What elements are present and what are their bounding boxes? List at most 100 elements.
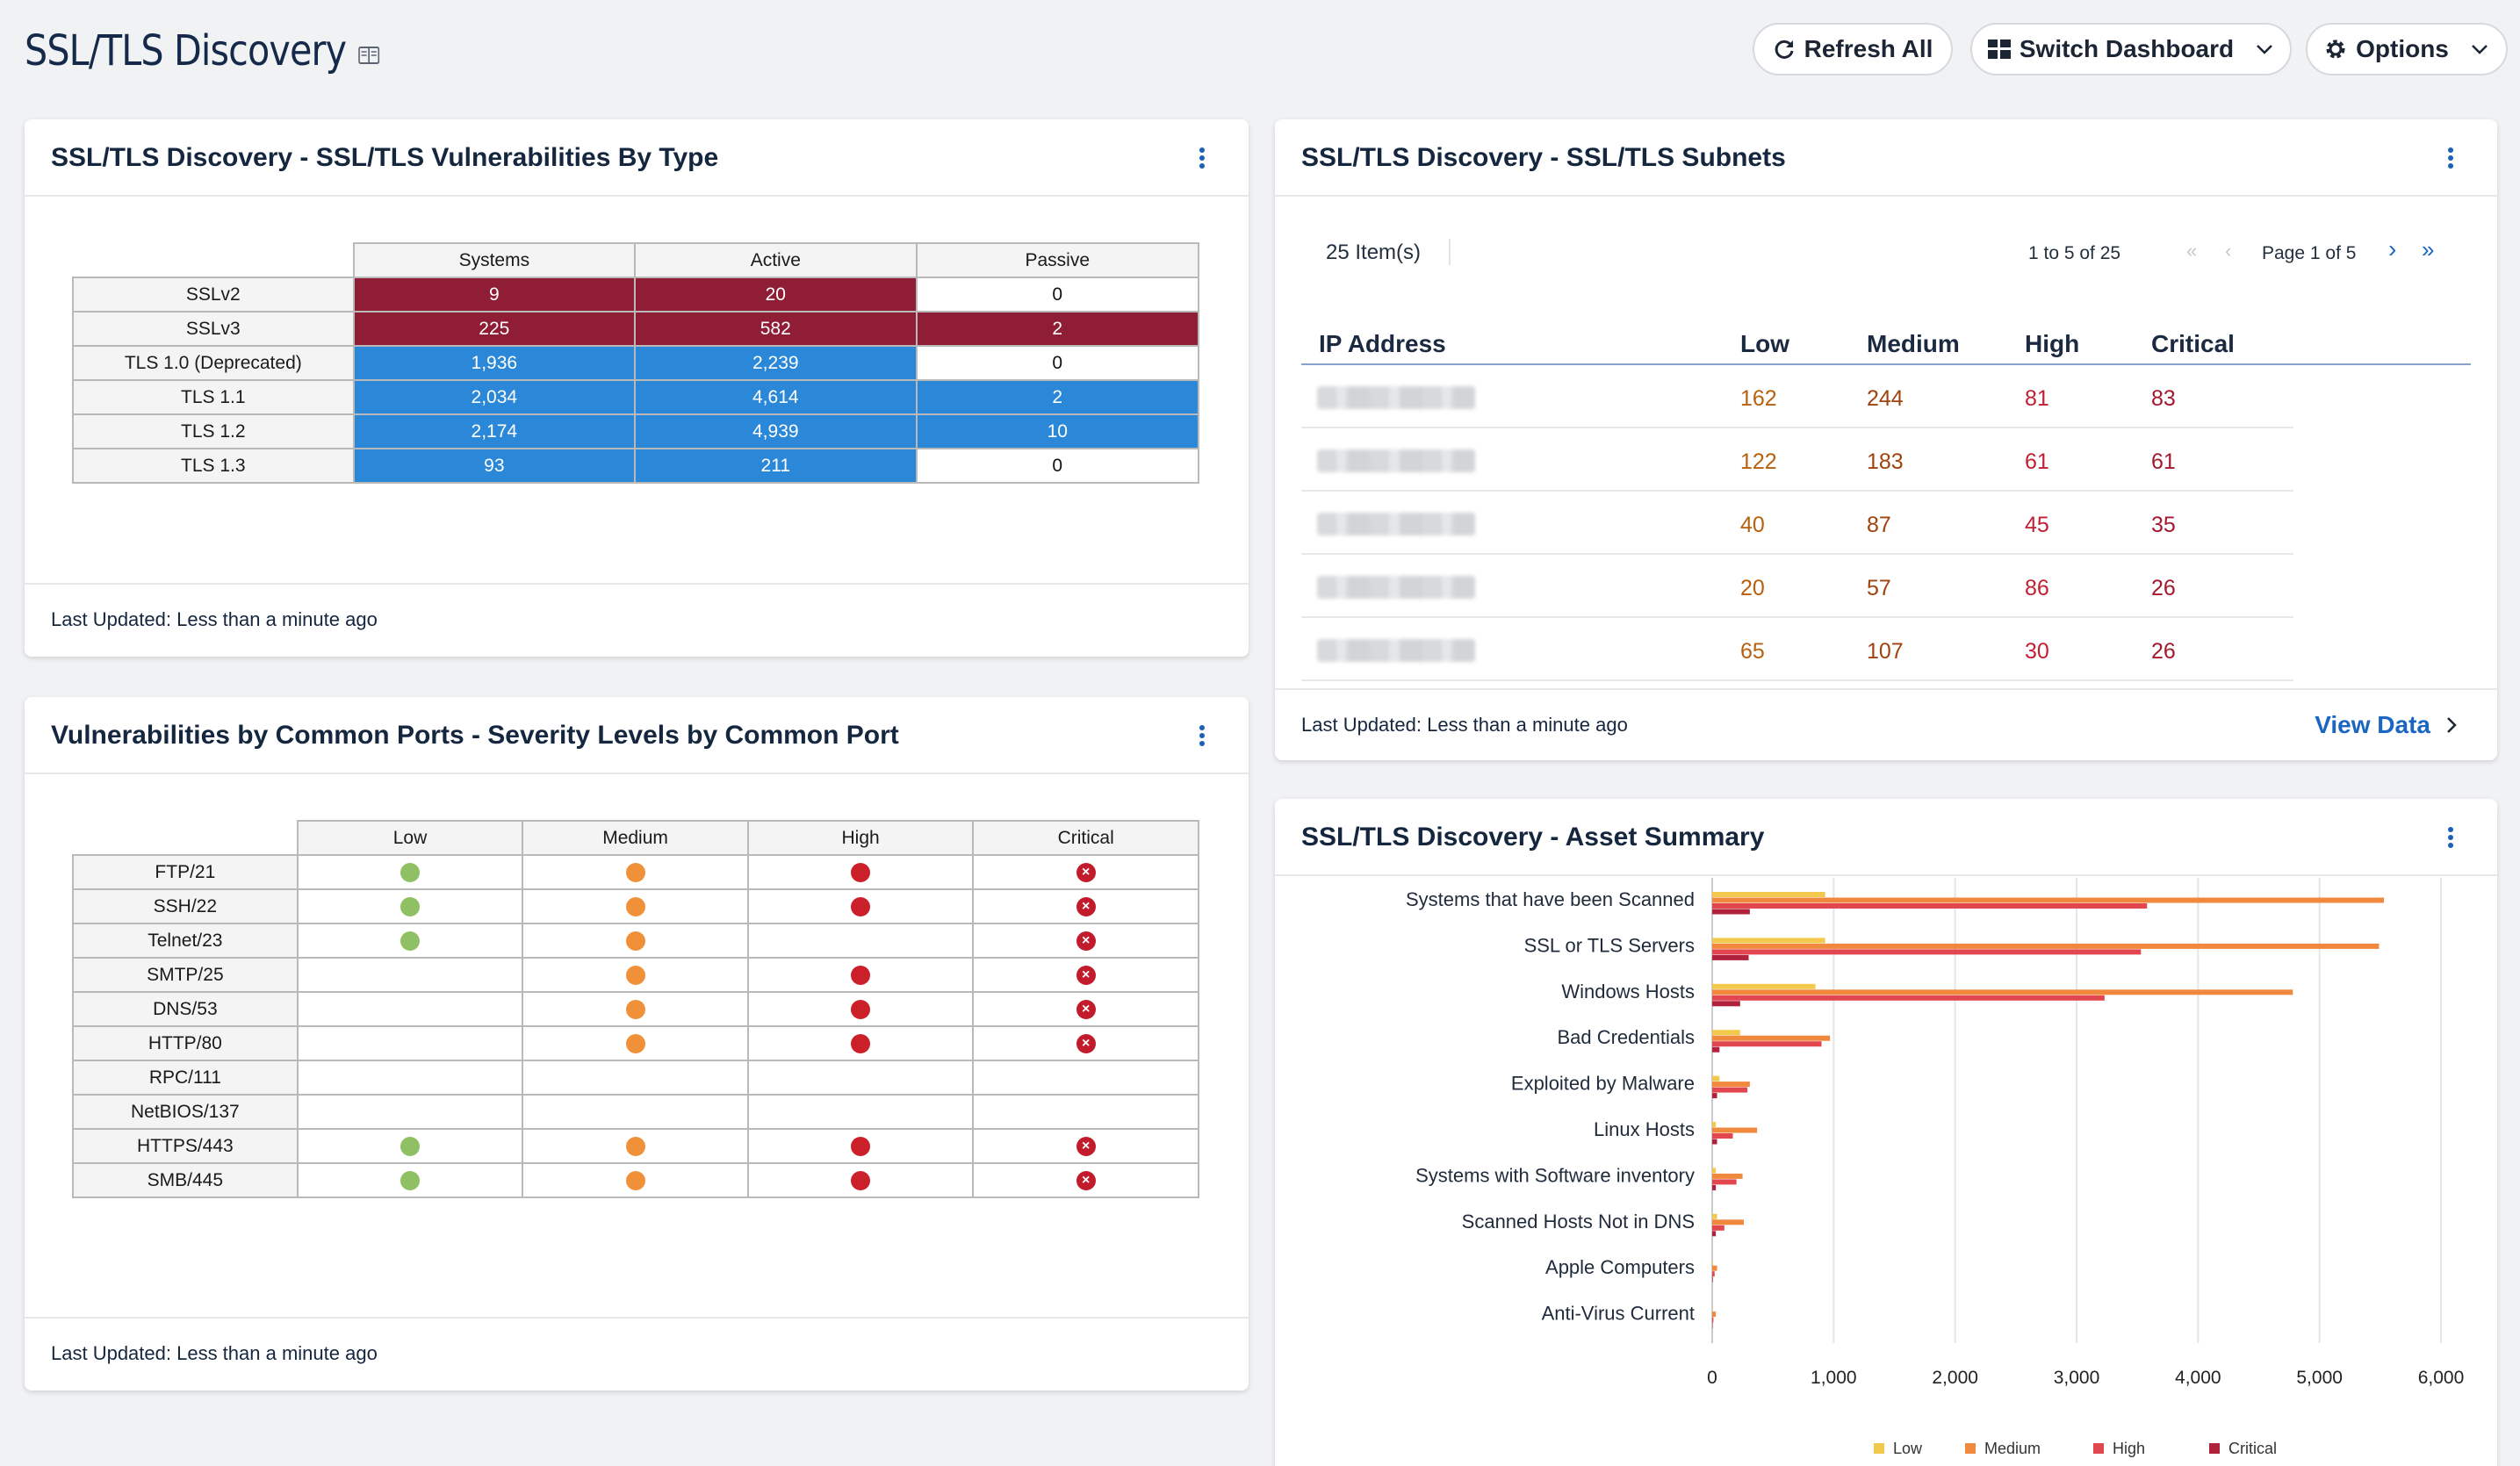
- medium-severity-dot-icon: [625, 1136, 645, 1156]
- cell-high: 45: [2025, 513, 2049, 537]
- kebab-menu-icon[interactable]: [1199, 725, 1206, 746]
- severity-cell-medium[interactable]: [522, 923, 749, 959]
- severity-cell-medium[interactable]: [522, 1025, 749, 1061]
- column-header[interactable]: High: [2025, 330, 2080, 357]
- matrix-cell[interactable]: 20: [634, 277, 918, 313]
- page-title: SSL/TLS Discovery: [25, 26, 380, 75]
- matrix-cell[interactable]: 1,936: [352, 345, 637, 381]
- severity-cell-low[interactable]: [296, 1128, 524, 1164]
- severity-cell-high[interactable]: [746, 923, 975, 959]
- severity-cell-high[interactable]: [746, 1025, 975, 1061]
- severity-cell-high[interactable]: [746, 1128, 975, 1164]
- severity-cell-medium[interactable]: [522, 1128, 749, 1164]
- matrix-cell[interactable]: 2,034: [352, 379, 637, 415]
- corner-cell: [73, 821, 298, 855]
- severity-cell-critical[interactable]: ×: [972, 1162, 1199, 1198]
- options-button[interactable]: Options: [2306, 23, 2508, 75]
- view-data-link[interactable]: View Data: [2315, 690, 2457, 760]
- last-page-icon[interactable]: »: [2422, 236, 2435, 262]
- severity-cell-low[interactable]: [296, 1060, 524, 1096]
- severity-cell-low[interactable]: [296, 957, 524, 993]
- severity-cell-high[interactable]: [746, 957, 975, 993]
- item-count: 25 Item(s): [1326, 241, 1422, 264]
- matrix-cell[interactable]: 0: [915, 277, 1199, 313]
- severity-cell-critical[interactable]: ×: [972, 957, 1199, 993]
- medium-severity-dot-icon: [625, 931, 645, 951]
- severity-cell-high[interactable]: [746, 1060, 975, 1096]
- severity-cell-critical[interactable]: ×: [972, 1128, 1199, 1164]
- matrix-cell[interactable]: 582: [634, 311, 918, 347]
- kebab-menu-icon[interactable]: [1199, 147, 1206, 169]
- refresh-all-button[interactable]: Refresh All: [1753, 23, 1953, 75]
- severity-cell-critical[interactable]: ×: [972, 888, 1199, 924]
- matrix-cell[interactable]: 2,239: [634, 345, 918, 381]
- severity-cell-critical[interactable]: ×: [972, 923, 1199, 959]
- severity-cell-low[interactable]: [296, 923, 524, 959]
- severity-cell-medium[interactable]: [522, 854, 749, 890]
- severity-cell-critical[interactable]: ×: [972, 991, 1199, 1027]
- severity-cell-high[interactable]: [746, 991, 975, 1027]
- severity-cell-medium[interactable]: [522, 1060, 749, 1096]
- severity-cell-critical[interactable]: ×: [972, 854, 1199, 890]
- matrix-cell[interactable]: 2: [915, 311, 1199, 347]
- severity-cell-low[interactable]: [296, 1025, 524, 1061]
- severity-cell-critical[interactable]: [972, 1060, 1199, 1096]
- severity-cell-high[interactable]: [746, 1094, 975, 1130]
- severity-cell-high[interactable]: [746, 854, 975, 890]
- severity-cell-medium[interactable]: [522, 1162, 749, 1198]
- table-row: SSLv3 225 582 2: [72, 311, 1199, 347]
- matrix-cell[interactable]: 225: [352, 311, 637, 347]
- matrix-cell[interactable]: 2: [915, 379, 1199, 415]
- table-row[interactable]: 122 183 61 61: [1301, 428, 2293, 492]
- critical-x-icon: ×: [1076, 931, 1096, 951]
- matrix-cell[interactable]: 10: [915, 413, 1199, 449]
- severity-cell-medium[interactable]: [522, 957, 749, 993]
- first-page-icon[interactable]: «: [2186, 240, 2198, 262]
- kebab-menu-icon[interactable]: [2448, 147, 2455, 169]
- matrix-cell[interactable]: 2,174: [352, 413, 637, 449]
- column-header[interactable]: Low: [1740, 330, 1789, 357]
- severity-cell-high[interactable]: [746, 1162, 975, 1198]
- matrix-cell[interactable]: 9: [352, 277, 637, 313]
- next-page-icon[interactable]: ›: [2388, 235, 2397, 262]
- column-header[interactable]: Medium: [1867, 330, 1960, 357]
- severity-cell-critical[interactable]: ×: [972, 1025, 1199, 1061]
- book-icon[interactable]: [357, 46, 380, 65]
- prev-page-icon[interactable]: ‹: [2225, 240, 2232, 262]
- matrix-cell[interactable]: 0: [915, 448, 1199, 484]
- severity-cell-low[interactable]: [296, 1162, 524, 1198]
- table-row[interactable]: 20 57 86 26: [1301, 555, 2293, 618]
- row-label: FTP/21: [72, 854, 299, 890]
- table-row: NetBIOS/137: [72, 1094, 1199, 1130]
- severity-cell-low[interactable]: [296, 888, 524, 924]
- table-row[interactable]: 65 107 30 26: [1301, 618, 2293, 681]
- bar-medium: [1712, 1035, 1831, 1041]
- category-label: Anti-Virus Current: [1542, 1303, 1695, 1325]
- switch-dashboard-button[interactable]: Switch Dashboard: [1970, 23, 2292, 75]
- panel-footer: Last Updated: Less than a minute ago: [25, 1317, 1249, 1391]
- bar-low: [1712, 1168, 1717, 1174]
- column-header[interactable]: Critical: [2151, 330, 2235, 357]
- dashboard-grid-icon: [1987, 40, 2011, 59]
- severity-cell-medium[interactable]: [522, 1094, 749, 1130]
- matrix-cell[interactable]: 4,939: [634, 413, 918, 449]
- table-row[interactable]: 40 87 45 35: [1301, 492, 2293, 555]
- column-header[interactable]: IP Address: [1319, 330, 1446, 357]
- severity-cell-low[interactable]: [296, 854, 524, 890]
- kebab-menu-icon[interactable]: [2448, 827, 2455, 848]
- severity-cell-medium[interactable]: [522, 991, 749, 1027]
- high-severity-dot-icon: [851, 862, 871, 882]
- matrix-cell[interactable]: 0: [915, 345, 1199, 381]
- table-row[interactable]: 162 244 81 83: [1301, 365, 2293, 428]
- matrix-cell[interactable]: 93: [352, 448, 637, 484]
- matrix-cell[interactable]: 4,614: [634, 379, 918, 415]
- severity-cell-high[interactable]: [746, 888, 975, 924]
- severity-cell-medium[interactable]: [522, 888, 749, 924]
- matrix-cell[interactable]: 211: [634, 448, 918, 484]
- chevron-down-icon: [2257, 45, 2273, 54]
- gear-icon: [2326, 40, 2345, 59]
- cell-medium: 87: [1867, 513, 1891, 537]
- severity-cell-low[interactable]: [296, 991, 524, 1027]
- severity-cell-low[interactable]: [296, 1094, 524, 1130]
- severity-cell-critical[interactable]: [972, 1094, 1199, 1130]
